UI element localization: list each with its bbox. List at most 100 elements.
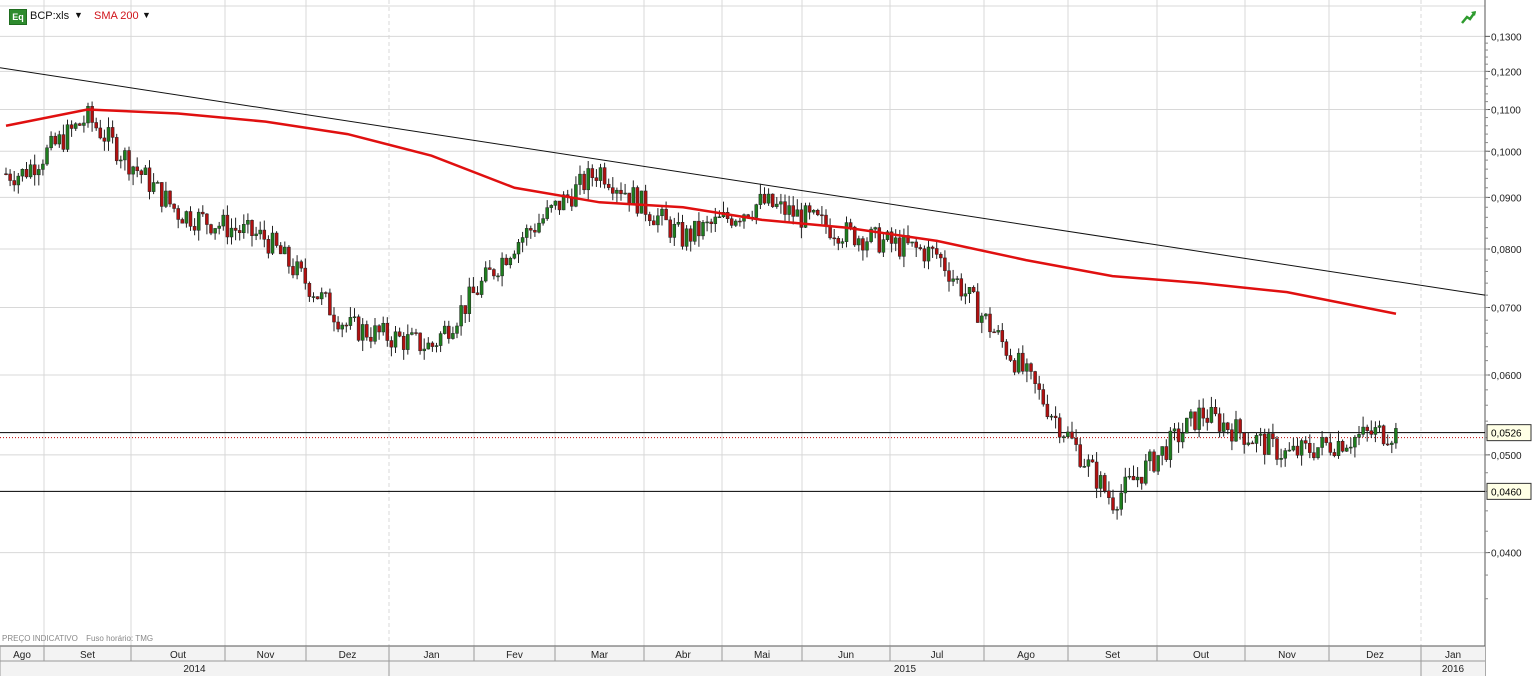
candle-body — [82, 122, 86, 126]
candle-body — [729, 218, 734, 226]
candle-body — [1098, 475, 1103, 489]
candle-body — [898, 237, 902, 257]
candle-body — [237, 230, 242, 234]
candle-body — [1049, 415, 1054, 418]
candle-body — [1057, 417, 1062, 438]
candle-body — [877, 227, 882, 253]
candle-body — [160, 182, 164, 207]
candle-body — [939, 254, 943, 259]
candle-body — [369, 336, 373, 342]
candle-body — [524, 228, 529, 238]
x-month-label: Ago — [13, 650, 31, 661]
candle-body — [102, 137, 107, 142]
candle-body — [1246, 442, 1251, 445]
candle-body — [139, 170, 144, 175]
candle-body — [1385, 443, 1390, 446]
candle-body — [693, 220, 697, 242]
candle-body — [467, 286, 472, 314]
candle-body — [1037, 383, 1041, 390]
candle-body — [902, 235, 906, 257]
candle-body — [373, 325, 377, 342]
candle-body — [1279, 458, 1283, 460]
candle-body — [672, 223, 677, 238]
candle-body — [1004, 341, 1009, 356]
y-tick-label: 0,1000 — [1491, 147, 1522, 158]
candle-body — [1349, 446, 1353, 449]
candle-body — [1365, 426, 1369, 431]
candle-body — [1336, 441, 1341, 456]
candle-body — [1107, 490, 1111, 498]
x-month-label: Dez — [1366, 650, 1384, 661]
candle-body — [430, 342, 435, 347]
x-month-label: Fev — [506, 650, 523, 661]
candle-body — [631, 187, 636, 204]
candle-body — [365, 324, 369, 338]
candle-body — [770, 193, 775, 207]
candle-body — [1316, 447, 1320, 459]
candle-body — [225, 214, 230, 238]
candle-body — [258, 229, 262, 235]
price-note: PREÇO INDICATIVO — [2, 634, 78, 643]
candle-body — [110, 127, 115, 138]
ticker-dropdown-icon[interactable]: ▼ — [74, 10, 83, 20]
candle-body — [615, 189, 619, 194]
candle-body — [1127, 475, 1132, 478]
x-year-label: 2015 — [894, 664, 917, 675]
candle-body — [701, 222, 705, 237]
candle-body — [20, 169, 25, 177]
candle-body — [955, 278, 959, 280]
sma-indicator-label[interactable]: SMA 200 — [94, 10, 139, 22]
candle-body — [131, 166, 135, 175]
candle-body — [1201, 407, 1205, 419]
candle-body — [1254, 435, 1259, 444]
support-level-label: 0,0460 — [1491, 487, 1522, 498]
candle-body — [578, 173, 582, 185]
candle-body — [1390, 442, 1394, 445]
x-month-label: Jan — [1445, 650, 1461, 661]
candle-body — [422, 348, 426, 352]
candle-body — [328, 292, 332, 316]
candle-body — [914, 241, 918, 248]
candle-body — [1115, 509, 1119, 511]
candle-body — [574, 184, 578, 207]
candle-body — [1119, 492, 1123, 510]
candle-body — [1139, 476, 1144, 484]
candle-body — [520, 237, 525, 243]
x-month-label: Nov — [1278, 650, 1296, 661]
candle-body — [1193, 411, 1197, 430]
candle-body — [496, 275, 500, 278]
candle-body — [348, 317, 353, 326]
candle-body — [172, 203, 176, 209]
candle-body — [1123, 476, 1128, 494]
candle-body — [143, 167, 148, 175]
candle-body — [754, 204, 759, 218]
candle-body — [266, 239, 271, 254]
candle-body — [709, 221, 713, 225]
sma-dropdown-icon[interactable]: ▼ — [142, 10, 151, 20]
x-month-label: Out — [1193, 650, 1209, 661]
candle-body — [151, 182, 156, 192]
trend-up-icon[interactable] — [1461, 10, 1477, 24]
chart-footnote: PREÇO INDICATIVO Fuso horário: TMG — [2, 634, 159, 643]
candle-body — [611, 187, 615, 194]
candle-body — [1000, 330, 1005, 343]
candle-body — [360, 324, 365, 341]
x-month-label: Jan — [423, 650, 439, 661]
candle-body — [783, 201, 787, 215]
candle-body — [475, 292, 480, 295]
candle-body — [652, 220, 656, 226]
candle-body — [180, 219, 185, 224]
candle-body — [53, 135, 57, 145]
candle-body — [1271, 433, 1275, 440]
candle-body — [1111, 497, 1115, 511]
ticker-label[interactable]: BCP:xls — [30, 10, 70, 22]
candle-body — [385, 322, 390, 341]
x-month-label: Set — [80, 650, 95, 661]
candle-body — [606, 183, 611, 188]
candle-body — [676, 221, 681, 225]
y-tick-label: 0,1300 — [1491, 32, 1522, 43]
candle-body — [561, 194, 566, 211]
candle-body — [1221, 422, 1226, 432]
candle-body — [820, 214, 824, 217]
